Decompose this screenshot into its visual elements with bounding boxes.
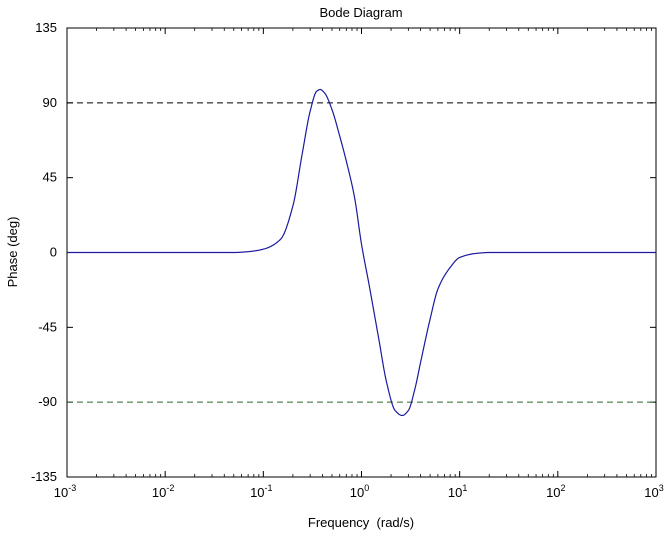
y-tick-label: -135 [31, 469, 57, 484]
minor-ticks [96, 28, 652, 477]
reference-lines [67, 102, 656, 403]
x-axis-label: Frequency (rad/s) [308, 515, 414, 530]
y-tick-label: 0 [50, 245, 57, 260]
x-tick-label: 10-3 [54, 483, 76, 500]
x-tick-label: 10-2 [152, 483, 174, 500]
y-tick-label: 45 [43, 170, 57, 185]
x-tick-label: 102 [546, 483, 565, 500]
x-tick-label: 100 [350, 483, 369, 500]
y-tick-label: -45 [38, 319, 57, 334]
y-tick-labels: 135 90 45 0 -45 -90 -135 [31, 20, 57, 484]
x-tick-label: 10-1 [250, 483, 272, 500]
y-axis-label: Phase (deg) [5, 217, 20, 288]
y-tick-label: -90 [38, 394, 57, 409]
chart-title: Bode Diagram [319, 5, 402, 20]
major-ticks [66, 27, 657, 478]
series-layer [67, 88, 656, 417]
y-tick-label: 90 [43, 95, 57, 110]
y-tick-label: 135 [35, 20, 57, 35]
x-tick-labels: 10-3 10-2 10-1 100 101 102 103 [54, 483, 664, 500]
phase-curve [67, 88, 656, 417]
x-tick-label: 101 [448, 483, 467, 500]
x-tick-label: 103 [644, 483, 663, 500]
